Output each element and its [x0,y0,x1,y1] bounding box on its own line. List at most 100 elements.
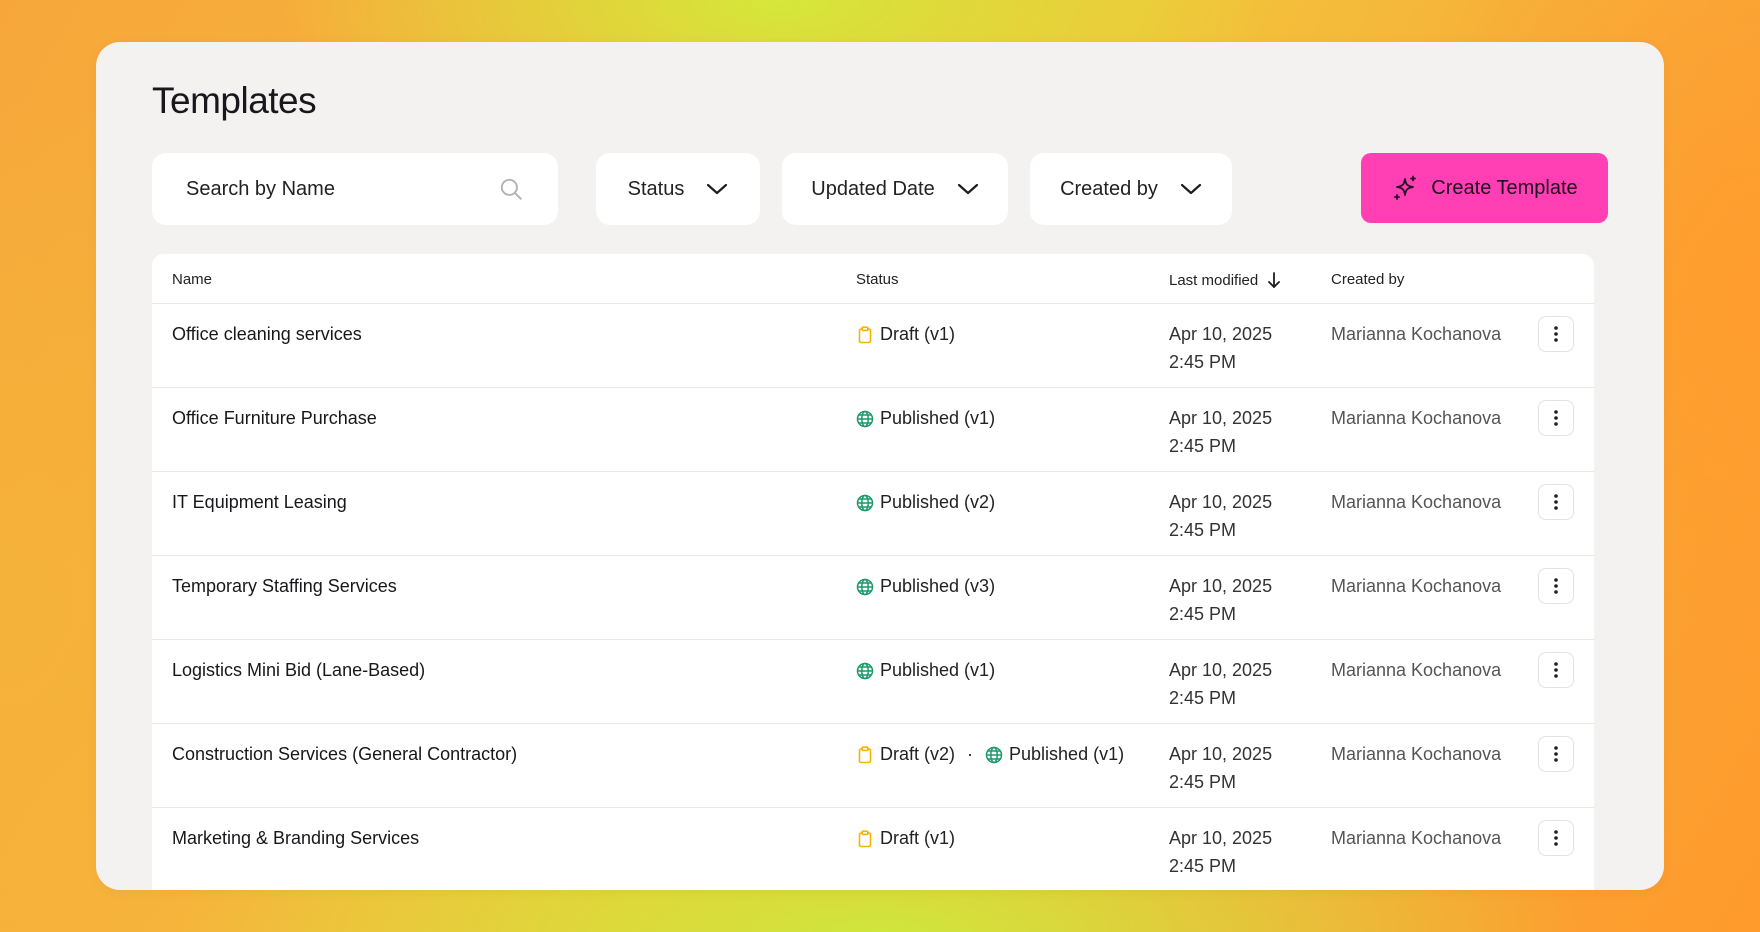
modified-time: 2:45 PM [1169,772,1237,792]
last-modified-cell: Apr 10, 2025 2:45 PM [1169,824,1272,880]
status-label: Published (v1) [1009,744,1125,764]
row-actions-button[interactable] [1538,400,1574,436]
template-name[interactable]: Construction Services (General Contracto… [172,744,518,764]
create-template-button[interactable]: Create Template [1361,153,1608,223]
chevron-down-icon [1180,183,1202,195]
more-vertical-icon [1554,746,1558,762]
modified-time: 2:45 PM [1169,436,1237,456]
status-cell: Draft (v2) · Published (v1) [856,744,1124,765]
table-header: Name Status Last modified Created by [152,254,1594,304]
row-actions-button[interactable] [1538,820,1574,856]
more-vertical-icon [1554,410,1558,426]
page-title: Templates [152,80,317,121]
status-cell: Published (v1) [856,660,995,681]
table-row[interactable]: Office Furniture Purchase Published (v1) A… [152,388,1594,472]
templates-panel: Templates Search by Name Status Updated … [96,42,1664,890]
templates-table: Name Status Last modified Created by Off… [152,254,1594,890]
status-label: Published (v1) [880,660,996,680]
modified-time: 2:45 PM [1169,688,1237,708]
column-header-name[interactable]: Name [172,271,213,288]
status-cell: Published (v1) [856,408,995,429]
status-cell: Published (v3) [856,576,995,597]
chevron-down-icon [957,183,978,195]
more-vertical-icon [1554,578,1558,594]
sparkle-icon [1394,175,1417,200]
created-by-cell: Marianna Kochanova [1331,576,1502,596]
search-placeholder: Search by Name [186,177,335,200]
arrow-down-icon [1268,272,1281,288]
status-label: Published (v3) [880,576,996,596]
template-name[interactable]: Logistics Mini Bid (Lane-Based) [172,660,426,680]
template-name[interactable]: Marketing & Branding Services [172,828,420,848]
status-filter[interactable]: Status [596,153,760,225]
template-name[interactable]: Temporary Staffing Services [172,576,397,596]
last-modified-cell: Apr 10, 2025 2:45 PM [1169,404,1272,460]
row-actions-button[interactable] [1538,484,1574,520]
last-modified-cell: Apr 10, 2025 2:45 PM [1169,488,1272,544]
created-by-cell: Marianna Kochanova [1331,408,1502,428]
modified-time: 2:45 PM [1169,856,1237,876]
template-name[interactable]: IT Equipment Leasing [172,492,347,512]
modified-date: Apr 10, 2025 [1169,744,1273,764]
row-actions-button[interactable] [1538,652,1574,688]
modified-date: Apr 10, 2025 [1169,828,1273,848]
more-vertical-icon [1554,326,1558,342]
updated-date-filter-label: Updated Date [811,177,935,200]
column-header-last-modified[interactable]: Last modified [1169,271,1282,289]
row-actions-button[interactable] [1538,736,1574,772]
last-modified-cell: Apr 10, 2025 2:45 PM [1169,740,1272,796]
column-header-created-by[interactable]: Created by [1331,271,1405,288]
more-vertical-icon [1554,830,1558,846]
table-row[interactable]: Construction Services (General Contracto… [152,724,1594,808]
modified-time: 2:45 PM [1169,520,1237,540]
status-cell: Draft (v1) [856,324,955,345]
clipboard-icon [858,325,872,343]
created-by-cell: Marianna Kochanova [1331,660,1502,680]
status-label: Published (v2) [880,492,996,512]
globe-icon [856,494,874,511]
modified-date: Apr 10, 2025 [1169,408,1273,428]
table-row[interactable]: Temporary Staffing Services Published (v3… [152,556,1594,640]
row-actions-button[interactable] [1538,316,1574,352]
updated-date-filter[interactable]: Updated Date [782,153,1008,225]
status-label: Draft (v2) [880,744,956,764]
created-by-cell: Marianna Kochanova [1331,324,1502,344]
modified-date: Apr 10, 2025 [1169,660,1273,680]
chevron-down-icon [707,183,728,195]
search-icon [500,178,522,200]
created-by-cell: Marianna Kochanova [1331,828,1502,848]
modified-time: 2:45 PM [1169,604,1237,624]
create-template-label: Create Template [1431,176,1578,199]
globe-icon [856,410,874,427]
table-row[interactable]: Marketing & Branding Services Draft (v1) A… [152,808,1594,890]
status-cell: Draft (v1) [856,828,955,849]
template-name[interactable]: Office Furniture Purchase [172,408,377,428]
status-label: Published (v1) [880,408,996,428]
globe-icon [856,662,874,679]
row-actions-button[interactable] [1538,568,1574,604]
clipboard-icon [858,829,872,847]
clipboard-icon [858,745,872,763]
search-input[interactable]: Search by Name [152,153,558,225]
created-by-filter-label: Created by [1060,177,1158,200]
modified-date: Apr 10, 2025 [1169,492,1273,512]
table-body: Office cleaning services Draft (v1) Apr 10… [152,304,1594,890]
last-modified-cell: Apr 10, 2025 2:45 PM [1169,656,1272,712]
more-vertical-icon [1554,494,1558,510]
status-separator: · [967,744,974,764]
table-row[interactable]: Office cleaning services Draft (v1) Apr 10… [152,304,1594,388]
last-modified-label: Last modified [1169,271,1259,289]
more-vertical-icon [1554,662,1558,678]
created-by-cell: Marianna Kochanova [1331,492,1502,512]
status-filter-label: Status [627,177,685,200]
modified-date: Apr 10, 2025 [1169,576,1273,596]
status-cell: Published (v2) [856,492,995,513]
last-modified-cell: Apr 10, 2025 2:45 PM [1169,572,1272,628]
created-by-filter[interactable]: Created by [1030,153,1232,225]
last-modified-cell: Apr 10, 2025 2:45 PM [1169,320,1272,376]
table-row[interactable]: Logistics Mini Bid (Lane-Based) Published… [152,640,1594,724]
table-row[interactable]: IT Equipment Leasing Published (v2) Apr 10… [152,472,1594,556]
template-name[interactable]: Office cleaning services [172,324,362,344]
status-label: Draft (v1) [880,828,956,848]
column-header-status[interactable]: Status [856,271,899,288]
